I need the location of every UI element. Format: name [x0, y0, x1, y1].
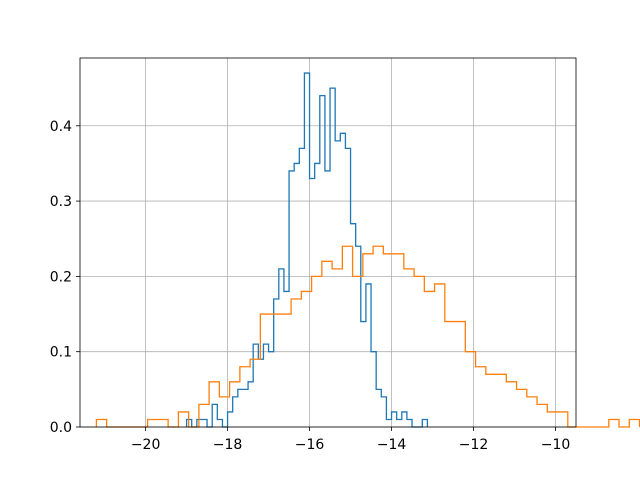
histogram-bin [373, 246, 383, 427]
histogram-bin [465, 352, 475, 427]
histogram-bin [486, 374, 496, 427]
histogram-bin [322, 261, 332, 427]
histogram-bin [394, 254, 404, 427]
histogram-bin [629, 419, 639, 427]
histogram-bin [537, 404, 547, 427]
histogram-bin [496, 374, 506, 427]
y-tick-label: 0.3 [50, 194, 72, 210]
histogram-bin [342, 246, 352, 427]
histogram-bin [404, 269, 414, 427]
histogram-bin [383, 254, 393, 427]
histogram-bin [455, 322, 465, 427]
histogram-bin [332, 269, 342, 427]
x-tick-label: −18 [213, 437, 243, 453]
y-tick-label: 0.1 [50, 345, 72, 361]
x-tick-label: −16 [295, 437, 325, 453]
histogram-bin [414, 276, 424, 427]
histogram-bin [558, 412, 568, 427]
histogram-step-outline [185, 72, 429, 428]
histogram-bin [517, 389, 527, 427]
histogram-bin [240, 367, 250, 427]
y-tick-label: 0.0 [50, 420, 72, 436]
histogram-bin [363, 254, 373, 427]
histogram-bin [445, 322, 455, 427]
x-tick-label: −12 [459, 437, 489, 453]
histogram-bin [527, 397, 537, 427]
plot-frame [79, 57, 577, 428]
histogram-bin [178, 412, 188, 427]
histogram-bin [353, 276, 363, 427]
histogram-bin [435, 284, 445, 427]
histogram-bin [158, 419, 168, 427]
axis-ticks: −20 −18 −16 −14 −12 −10 0.0 0.1 0.2 0.3 0.4 [50, 119, 571, 453]
x-tick-label: −14 [377, 437, 407, 453]
histogram-bin [260, 314, 270, 427]
histogram-bin [312, 276, 322, 427]
histogram-bin [199, 404, 209, 427]
histogram-bin [506, 382, 516, 427]
histogram-bin [209, 382, 219, 427]
histogram-bin [476, 367, 486, 427]
plot-area [80, 58, 576, 427]
histogram-bin [291, 299, 301, 427]
histogram-bin [219, 397, 229, 427]
x-tick-label: −20 [131, 437, 161, 453]
x-tick-label: −10 [541, 437, 571, 453]
y-tick-label: 0.4 [50, 119, 72, 135]
histogram-bin [547, 412, 557, 427]
y-tick-label: 0.2 [50, 269, 72, 285]
histogram-bin [230, 382, 240, 427]
histogram-bin [281, 314, 291, 427]
histogram-bin [609, 419, 619, 427]
histogram-bin [96, 419, 106, 427]
histogram-bin [148, 419, 158, 427]
histogram-bin [250, 359, 260, 427]
histogram-bin [271, 314, 281, 427]
histogram-bin [424, 291, 434, 427]
histogram-bin [301, 291, 311, 427]
histogram-series [185, 72, 429, 428]
